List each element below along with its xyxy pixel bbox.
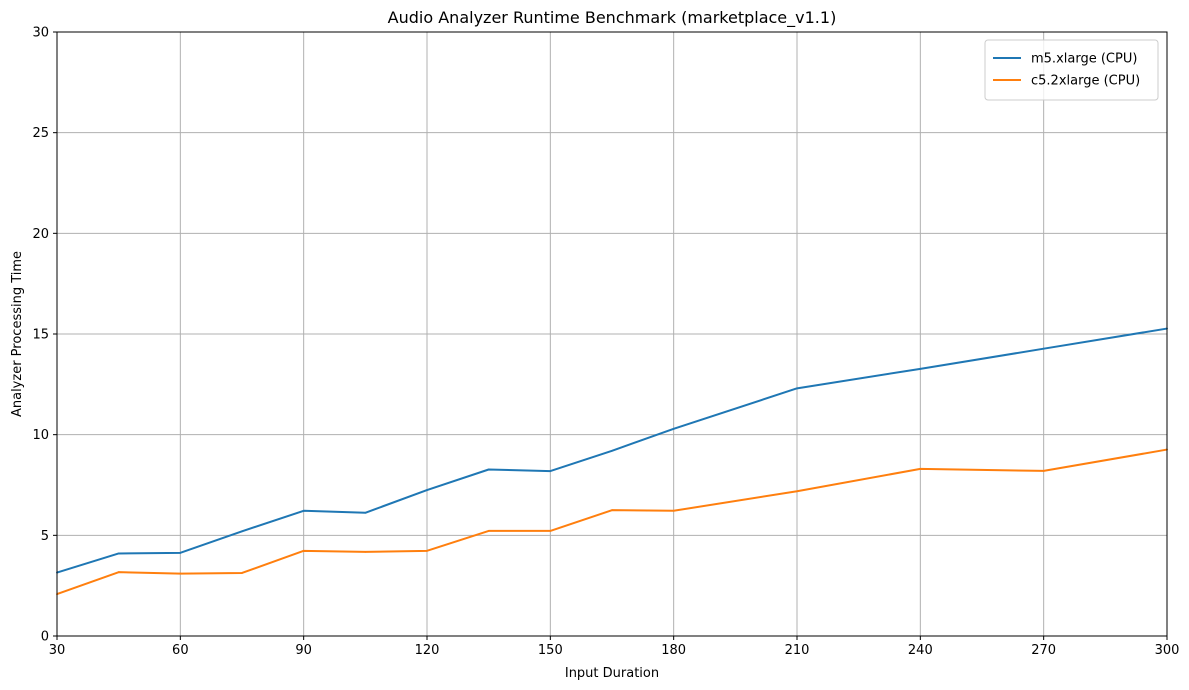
data-point: [549, 470, 552, 473]
data-point: [487, 530, 490, 532]
data-point: [919, 467, 922, 470]
x-tick-label: 180: [661, 643, 686, 658]
x-tick-label: 240: [908, 643, 933, 658]
data-point: [179, 572, 182, 575]
y-ticks: 0 5 10 15 20 25 30: [32, 26, 57, 645]
x-ticks: 30 60 90 120 150 180 210 240 270 300: [49, 636, 1180, 658]
legend-box: [984, 39, 1159, 101]
data-point: [672, 427, 675, 430]
data-point: [426, 489, 428, 491]
y-tick-label: 0: [41, 630, 49, 645]
data-point: [426, 549, 428, 552]
data-point: [302, 549, 305, 552]
data-point: [919, 367, 922, 370]
data-point: [1042, 347, 1045, 350]
data-point: [1042, 470, 1045, 472]
y-tick-label: 25: [32, 126, 49, 141]
series-group: [56, 327, 1168, 596]
data-point: [302, 509, 305, 512]
x-tick-label: 150: [538, 643, 563, 658]
data-point: [364, 511, 367, 514]
data-point: [611, 449, 613, 452]
data-point: [796, 387, 798, 390]
x-tick-label: 30: [49, 643, 66, 658]
y-tick-label: 10: [32, 428, 49, 443]
x-tick-label: 210: [785, 643, 810, 658]
y-tick-label: 20: [32, 227, 49, 242]
data-point: [796, 490, 798, 493]
chart-title: Audio Analyzer Runtime Benchmark (market…: [388, 8, 837, 28]
legend-label: c5.2xlarge (CPU): [1031, 74, 1140, 89]
y-tick-label: 5: [41, 529, 49, 544]
data-point: [179, 551, 182, 554]
data-point: [487, 468, 490, 471]
y-tick-label: 15: [32, 328, 49, 343]
x-tick-label: 90: [295, 643, 312, 658]
x-tick-label: 120: [415, 643, 440, 658]
x-tick-label: 300: [1155, 643, 1180, 658]
data-point: [241, 530, 243, 533]
data-point: [611, 509, 613, 512]
legend-label: m5.xlarge (CPU): [1031, 52, 1137, 67]
legend: m5.xlarge (CPU) c5.2xlarge (CPU): [984, 39, 1159, 101]
data-point: [117, 571, 120, 574]
y-tick-label: 30: [32, 26, 49, 41]
x-axis-label: Input Duration: [565, 666, 659, 681]
data-point: [241, 572, 243, 574]
data-point: [549, 530, 552, 532]
data-point: [364, 550, 367, 553]
x-tick-label: 270: [1031, 643, 1056, 658]
data-point: [117, 552, 120, 555]
data-point: [672, 509, 675, 512]
y-axis-label: Analyzer Processing Time: [10, 251, 25, 417]
x-tick-label: 60: [172, 643, 189, 658]
